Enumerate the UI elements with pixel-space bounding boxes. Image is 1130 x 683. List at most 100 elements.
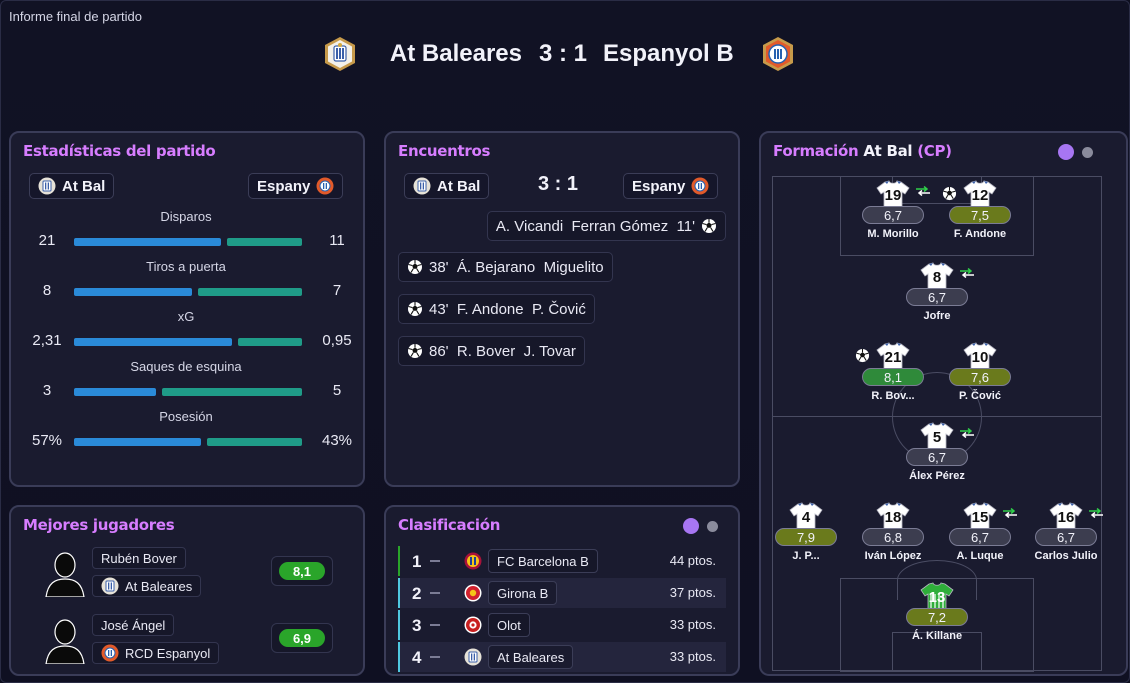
substitution-icon (1088, 505, 1104, 519)
home-goal-event[interactable]: 38' Á. Bejarano Miguelito (398, 252, 613, 282)
formation-player[interactable]: 8 6,7 Jofre (892, 262, 982, 322)
pitch-penalty-arc (897, 560, 977, 600)
standings-toggle[interactable] (683, 518, 718, 534)
standings-panel: Clasificación 1 FC Barcelona B 44 ptos. 2 Gi… (384, 505, 740, 676)
player-name[interactable]: José Ángel (92, 614, 175, 636)
home-crest-icon (38, 177, 56, 195)
player-name: Á. Killane (911, 630, 963, 642)
formation-player[interactable]: 15 6,7 A. Luque (935, 502, 1025, 562)
trend-flat-icon (430, 656, 440, 658)
events-panel-title: Encuentros (398, 142, 491, 160)
home-goal-event[interactable]: 86' R. Bover J. Tovar (398, 336, 585, 366)
event-text: 38' Á. Bejarano Miguelito (429, 258, 604, 276)
home-team-chip[interactable]: At Bal (29, 173, 115, 199)
team-crest-icon (464, 616, 482, 634)
formation-player[interactable]: 13 7,2 Á. Killane (892, 582, 982, 642)
match-score: 3 : 1 (539, 40, 588, 67)
formation-toggle[interactable] (1058, 144, 1093, 160)
standings-team[interactable]: FC Barcelona B (488, 549, 598, 573)
formation-label: Formación (773, 142, 859, 160)
standings-team[interactable]: At Baleares (488, 645, 574, 669)
shirt-number: 4 (801, 509, 811, 526)
toggle-dot-inactive[interactable] (707, 520, 718, 532)
window-title: Informe final de partido (9, 9, 142, 24)
player-team-chip[interactable]: RCD Espanyol (92, 642, 220, 664)
shirt-number: 13 (928, 589, 946, 606)
formation-player[interactable]: 5 6,7 Álex Pérez (892, 422, 982, 482)
stat-label: Tiros a puerta (146, 259, 226, 274)
shirt-icon: 16 (1049, 502, 1083, 534)
formation-player[interactable]: 10 7,6 P. Čović (935, 342, 1025, 402)
events-home-chip[interactable]: At Bal (404, 173, 490, 199)
standings-row[interactable]: 4 At Baleares 33 ptos. (398, 642, 726, 672)
player-team: At Baleares (125, 578, 193, 594)
ball-icon (407, 301, 423, 317)
standings-row[interactable]: 2 Girona B 37 ptos. (398, 578, 726, 608)
standings-team[interactable]: Girona B (488, 581, 558, 605)
stat-label: Saques de esquina (130, 359, 242, 374)
player-name[interactable]: Rubén Bover (92, 547, 186, 569)
formation-player[interactable]: 18 6,8 Iván López (848, 502, 938, 562)
stats-panel: Estadísticas del partido At Bal Espany D… (9, 131, 365, 487)
formation-player[interactable]: 4 7,9 J. P... (761, 502, 851, 562)
stat-away-bar (207, 438, 302, 446)
stat-label: Posesión (159, 409, 213, 424)
stat-away-value: 7 (332, 282, 342, 299)
team-crest-icon (464, 552, 482, 570)
standings-row[interactable]: 1 FC Barcelona B 44 ptos. (398, 546, 726, 576)
toggle-dot-inactive[interactable] (1082, 146, 1093, 158)
stat-home-bar (74, 438, 201, 446)
away-crest-icon (760, 36, 796, 72)
toggle-dot-active[interactable] (1058, 144, 1074, 160)
player-rating: 6,7 (906, 288, 968, 306)
event-text: 43' F. Andone P. Čović (429, 300, 586, 318)
player-rating: 6,7 (949, 528, 1011, 546)
stat-home-value: 3 (42, 382, 52, 399)
best-players-title: Mejores jugadores (23, 516, 175, 534)
formation-player[interactable]: 19 6,7 M. Morillo (848, 180, 938, 240)
shirt-number: 15 (971, 509, 989, 526)
player-team-chip[interactable]: At Baleares (92, 575, 202, 597)
standings-team[interactable]: Olot (488, 613, 530, 637)
player-avatar (43, 547, 87, 598)
player-name: Carlos Julio (1034, 550, 1098, 562)
stat-home-bar (74, 238, 221, 246)
away-team-chip[interactable]: Espany (248, 173, 344, 199)
formation-player[interactable]: 12 7,5 F. Andone (935, 180, 1025, 240)
events-away-chip[interactable]: Espany (623, 173, 719, 199)
away-goal-event[interactable]: A. Vicandi Ferran Gómez 11' (486, 211, 726, 241)
toggle-dot-active[interactable] (683, 518, 699, 534)
zone-marker (398, 642, 400, 672)
player-rating: 6,9 (279, 629, 325, 647)
standings-title: Clasificación (398, 516, 501, 534)
away-crest-icon (316, 177, 334, 195)
trend-flat-icon (430, 624, 440, 626)
shirt-number: 18 (884, 509, 902, 526)
ball-icon (407, 343, 423, 359)
stat-away-value: 0,95 (322, 332, 352, 349)
team-crest-icon (464, 584, 482, 602)
stat-away-value: 11 (329, 232, 345, 249)
team-crest-icon (101, 644, 119, 662)
stat-away-value: 5 (332, 382, 342, 399)
shirt-icon: 18 (876, 502, 910, 534)
standings-points: 44 ptos. (669, 553, 716, 568)
home-crest-icon (413, 177, 431, 195)
formation-team: At Bal (863, 142, 913, 160)
standings-row[interactable]: 3 Olot 33 ptos. (398, 610, 726, 640)
team-crest-icon (464, 648, 482, 666)
stat-home-bar (74, 388, 156, 396)
standings-points: 37 ptos. (669, 585, 716, 600)
events-away-label: Espany (632, 177, 686, 195)
stat-away-bar (198, 288, 302, 296)
formation-player[interactable]: 21 8,1 R. Bov... (848, 342, 938, 402)
standings-points: 33 ptos. (669, 649, 716, 664)
stat-away-bar (162, 388, 302, 396)
player-rating-box: 6,9 (271, 623, 333, 653)
home-goal-event[interactable]: 43' F. Andone P. Čović (398, 294, 595, 324)
shirt-icon: 5 (920, 422, 954, 454)
player-name: M. Morillo (867, 228, 919, 240)
ball-icon (407, 259, 423, 275)
formation-player[interactable]: 16 6,7 Carlos Julio (1021, 502, 1111, 562)
player-rating: 8,1 (279, 562, 325, 580)
